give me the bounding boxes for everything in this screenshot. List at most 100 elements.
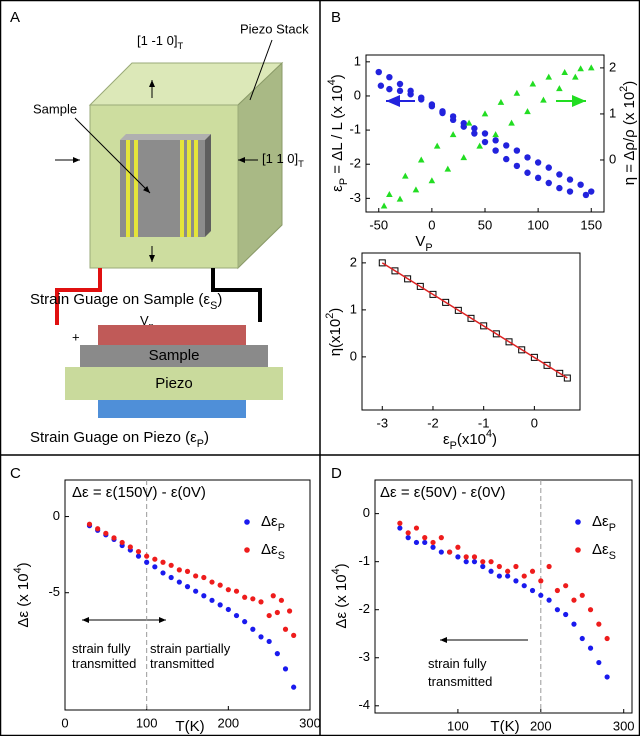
text-part: transmitted: [72, 656, 136, 671]
point: [278, 597, 285, 603]
y-tick-label: 1: [354, 53, 361, 68]
point: [250, 626, 256, 632]
text-part: η(x10: [327, 319, 344, 357]
point: [258, 599, 264, 605]
point: [480, 563, 486, 570]
point: [160, 570, 166, 576]
gauge-label: Strain Guage on Piezo (εP): [30, 429, 209, 450]
point: [524, 108, 531, 115]
point: [496, 573, 502, 579]
point: [572, 73, 579, 80]
point: [184, 584, 191, 590]
point: [127, 544, 133, 550]
text-part: ε: [443, 431, 450, 448]
y-tick-label: -4: [358, 697, 370, 712]
point: [529, 587, 536, 594]
point: [582, 191, 590, 199]
annotation: transmitted: [150, 656, 214, 671]
point: [467, 314, 475, 322]
point: [266, 638, 272, 645]
x-tick-label: -1: [478, 415, 490, 430]
point: [286, 608, 293, 614]
point: [396, 80, 404, 88]
text-part: Δε: [261, 513, 278, 530]
y-tick-label: 2: [350, 254, 357, 269]
point: [184, 568, 191, 574]
y-tick-label: -2: [349, 156, 361, 171]
y-axis-label: η(x102): [324, 308, 344, 357]
point: [422, 535, 428, 541]
point: [266, 612, 272, 619]
gauge-strip: [194, 140, 198, 237]
point: [471, 554, 478, 560]
point: [471, 125, 478, 132]
point: [404, 275, 412, 283]
point: [428, 177, 436, 184]
point: [397, 520, 403, 526]
y-tick-label: -2: [358, 601, 370, 616]
point: [397, 525, 403, 531]
point: [217, 582, 223, 588]
y2-tick-label: 0: [609, 151, 616, 166]
point: [524, 154, 531, 161]
point: [521, 573, 527, 579]
text-part: strain fully: [428, 656, 487, 671]
point: [540, 96, 547, 103]
point: [587, 64, 595, 71]
text-part: V: [140, 313, 149, 328]
legend-label: ΔεS: [261, 541, 285, 562]
point: [176, 567, 182, 573]
panel-label: D: [331, 465, 342, 482]
point: [513, 162, 521, 170]
text-part: Δε = ε(50V) - ε(0V): [380, 484, 506, 501]
point: [488, 559, 494, 565]
point: [282, 626, 289, 632]
point: [481, 110, 489, 117]
text-part: ε: [329, 185, 346, 192]
point: [518, 346, 526, 354]
point: [577, 65, 584, 72]
point: [481, 130, 489, 137]
annotation: strain partially: [150, 641, 231, 656]
point: [530, 353, 538, 361]
legend-marker: [244, 547, 250, 553]
point: [438, 549, 444, 555]
legend-label: ΔεS: [592, 541, 616, 562]
point: [217, 602, 223, 608]
annotation: Δε = ε(150V) - ε(0V): [72, 484, 206, 501]
x-axis-label: εP(x104): [443, 428, 497, 452]
gauge-strip: [180, 140, 184, 237]
y-tick-label: 0: [53, 508, 60, 523]
point: [152, 564, 158, 570]
point: [417, 156, 425, 163]
point: [513, 563, 519, 570]
point: [413, 539, 420, 546]
point: [258, 634, 264, 640]
x-axis-label: T(K): [490, 718, 519, 735]
layer-label: Piezo: [155, 375, 193, 392]
y2-tick-label: 2: [609, 59, 616, 74]
point: [242, 619, 248, 625]
text-part: transmitted: [150, 656, 214, 671]
point: [429, 290, 437, 298]
text-part: [1 1 0]: [262, 151, 298, 166]
point: [529, 568, 536, 574]
annotation: strain fully: [72, 641, 131, 656]
point: [503, 155, 510, 163]
point: [119, 539, 125, 546]
text-part: 4: [326, 79, 338, 85]
point: [242, 594, 248, 600]
point: [476, 142, 483, 149]
fit-line: [381, 262, 568, 379]
point: [588, 188, 595, 195]
point: [534, 159, 542, 166]
point: [396, 195, 404, 202]
point: [176, 579, 182, 585]
point: [513, 578, 519, 584]
point: [556, 369, 564, 377]
text-part: Strain Guage on Piezo (ε: [30, 429, 197, 446]
plot-frame: [64, 479, 311, 711]
point: [405, 530, 411, 536]
wire-positive: [55, 268, 102, 325]
text-part: P: [278, 522, 285, 534]
